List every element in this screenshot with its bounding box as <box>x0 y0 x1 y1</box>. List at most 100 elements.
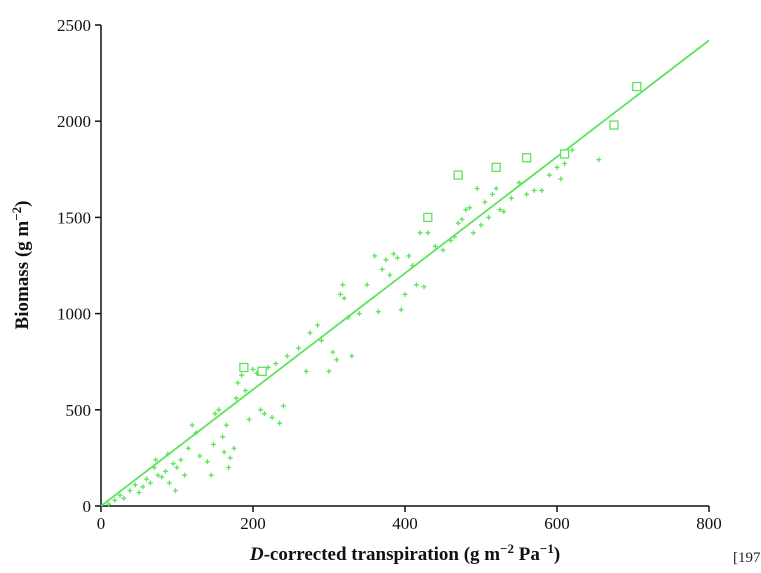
plus-point <box>330 349 336 355</box>
x-tick-label: 0 <box>97 514 106 533</box>
plus-point <box>242 388 248 394</box>
y-tick-label: 2000 <box>57 112 91 131</box>
y-tick-label: 1500 <box>57 208 91 227</box>
plus-point <box>303 368 309 374</box>
plus-point <box>398 307 404 313</box>
plus-point <box>284 353 290 359</box>
plus-point <box>451 234 457 240</box>
plus-point <box>112 497 118 503</box>
plus-point <box>402 291 408 297</box>
square-point <box>453 170 463 180</box>
plus-point <box>470 230 476 236</box>
plus-point <box>356 311 362 317</box>
plus-point <box>235 380 241 386</box>
plus-point <box>539 187 545 193</box>
plus-point <box>410 263 416 268</box>
plus-point <box>391 251 397 257</box>
plus-point <box>379 266 385 272</box>
plus-point <box>569 147 575 153</box>
corner-reference-note: [197 <box>733 550 761 566</box>
square-point <box>257 366 267 376</box>
plus-point <box>127 488 133 494</box>
plus-point <box>147 480 153 486</box>
plus-point <box>155 472 161 478</box>
plus-point <box>340 282 346 288</box>
plus-point <box>531 187 537 193</box>
plus-point <box>163 468 169 474</box>
plus-point <box>307 330 313 336</box>
plus-point <box>364 282 370 288</box>
plus-point <box>421 284 427 290</box>
fit-line-group <box>100 39 710 507</box>
plus-point <box>106 501 112 507</box>
plus-point <box>261 411 267 417</box>
plus-point <box>524 191 530 197</box>
plus-point <box>482 199 488 205</box>
square-point <box>423 212 433 223</box>
plus-point <box>239 372 245 378</box>
plus-point <box>459 216 465 222</box>
x-axis-title: D-corrected transpiration (g m−2 Pa−1) <box>249 541 560 566</box>
x-tick-label: 600 <box>544 514 570 533</box>
plus-point <box>345 314 351 320</box>
plus-point <box>204 459 210 465</box>
x-axis-title-prefix: D <box>249 544 264 565</box>
plus-point <box>277 420 283 426</box>
plus-point <box>269 414 275 420</box>
plus-point <box>296 345 302 351</box>
square-point <box>491 162 501 173</box>
plus-point <box>210 441 216 447</box>
plus-point <box>478 222 484 228</box>
plus-point <box>326 368 332 374</box>
plus-point <box>448 237 454 243</box>
plus-point <box>467 205 473 211</box>
plus-point <box>227 455 233 461</box>
data-points <box>106 81 642 507</box>
plus-point <box>417 230 423 236</box>
y-tick-label: 2500 <box>57 16 91 35</box>
plus-point <box>546 172 552 178</box>
plus-point <box>212 411 218 417</box>
y-tick-label: 500 <box>66 401 92 420</box>
plus-point <box>474 186 480 192</box>
plus-point <box>562 161 568 167</box>
plus-point <box>223 422 229 428</box>
plus-point <box>337 291 343 297</box>
plus-point <box>221 449 227 455</box>
x-tick-label: 200 <box>240 514 266 533</box>
square-point <box>609 120 619 130</box>
plus-point <box>493 186 499 192</box>
plus-point <box>432 243 438 249</box>
plus-point <box>497 207 503 213</box>
plus-point <box>372 253 378 259</box>
plus-point <box>231 445 237 451</box>
plus-point <box>596 157 602 163</box>
plus-point <box>383 257 389 263</box>
plus-point <box>216 407 222 413</box>
plus-point <box>406 253 412 259</box>
square-point <box>521 153 532 163</box>
plus-point <box>178 457 184 463</box>
plus-point <box>486 214 492 220</box>
plus-point <box>132 482 138 488</box>
plus-point <box>349 353 355 359</box>
plus-point <box>558 176 564 182</box>
plus-point <box>153 457 159 463</box>
plus-point <box>208 472 214 478</box>
plus-point <box>334 357 340 363</box>
plus-point <box>387 272 393 278</box>
plus-point <box>250 366 256 372</box>
plus-point <box>394 255 400 261</box>
plus-point <box>172 488 178 494</box>
x-axis-title-mid: Pa <box>514 544 540 565</box>
plus-point <box>193 430 199 436</box>
x-axis-title-suffix: ) <box>554 544 560 565</box>
plus-point <box>166 480 172 486</box>
plus-point <box>455 220 461 226</box>
plus-point <box>463 207 469 213</box>
plus-point <box>226 465 232 471</box>
y-axis-title-suffix: ) <box>12 201 33 207</box>
x-axis-title-sup2: −1 <box>540 541 554 556</box>
plus-point <box>121 495 127 501</box>
square-point <box>559 149 570 159</box>
